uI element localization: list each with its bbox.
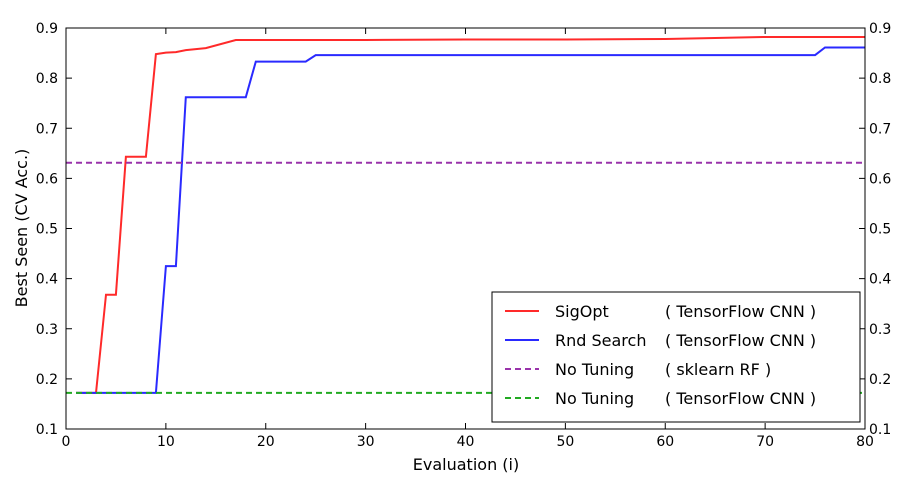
- y-tick-label-right: 0.6: [869, 171, 891, 187]
- y-tick-label-right: 0.3: [869, 322, 891, 338]
- y-tick-label-left: 0.4: [36, 272, 58, 288]
- y-tick-label-left: 0.2: [36, 372, 58, 388]
- y-tick-label-right: 0.2: [869, 372, 891, 388]
- legend-qualifier-rnd-search: ( TensorFlow CNN ): [665, 331, 816, 350]
- legend: SigOpt ( TensorFlow CNN ) Rnd Search ( Tens…: [491, 291, 861, 423]
- legend-qualifier-no-tuning-cnn: ( TensorFlow CNN ): [665, 389, 816, 408]
- x-tick-label: 40: [457, 434, 475, 450]
- y-tick-label-right: 0.5: [869, 222, 891, 238]
- x-tick-label: 70: [756, 434, 774, 450]
- y-tick-label-left: 0.5: [36, 222, 58, 238]
- x-tick-label: 80: [856, 434, 874, 450]
- x-tick-label: 50: [556, 434, 574, 450]
- x-tick-label: 60: [656, 434, 674, 450]
- legend-name-sigopt: SigOpt: [555, 302, 609, 321]
- legend-name-rnd-search: Rnd Search: [555, 331, 646, 350]
- x-axis-label: Evaluation (i): [413, 455, 519, 474]
- y-tick-label-right: 0.9: [869, 21, 891, 37]
- y-tick-label-right: 0.7: [869, 121, 891, 137]
- series-line-sigopt: [76, 36, 865, 394]
- legend-box: [491, 291, 861, 423]
- y-tick-label-right: 0.8: [869, 71, 891, 87]
- x-tick-label: 10: [157, 434, 175, 450]
- y-tick-label-left: 0.3: [36, 322, 58, 338]
- y-tick-label-left: 0.8: [36, 71, 58, 87]
- y-tick-label-right: 0.4: [869, 272, 891, 288]
- x-tick-label: 0: [62, 434, 71, 450]
- y-axis-label: Best Seen (CV Acc.): [12, 149, 31, 308]
- y-tick-label-left: 0.7: [36, 121, 58, 137]
- y-tick-label-right: 0.1: [869, 422, 891, 438]
- y-tick-label-left: 0.6: [36, 171, 58, 187]
- y-tick-label-left: 0.1: [36, 422, 58, 438]
- x-tick-label: 20: [257, 434, 275, 450]
- legend-name-no-tuning-rf: No Tuning: [555, 360, 634, 379]
- series-line-rnd-search: [76, 46, 865, 394]
- legend-qualifier-sigopt: ( TensorFlow CNN ): [665, 302, 816, 321]
- y-tick-label-left: 0.9: [36, 21, 58, 37]
- legend-qualifier-no-tuning-rf: ( sklearn RF ): [665, 360, 771, 379]
- ticks-layer: 0 10 20 30 40 50 60 70 800.1 0.10.2 0.20.3 0.30.4 0.…: [36, 21, 892, 450]
- x-tick-label: 30: [357, 434, 375, 450]
- legend-name-no-tuning-cnn: No Tuning: [555, 389, 634, 408]
